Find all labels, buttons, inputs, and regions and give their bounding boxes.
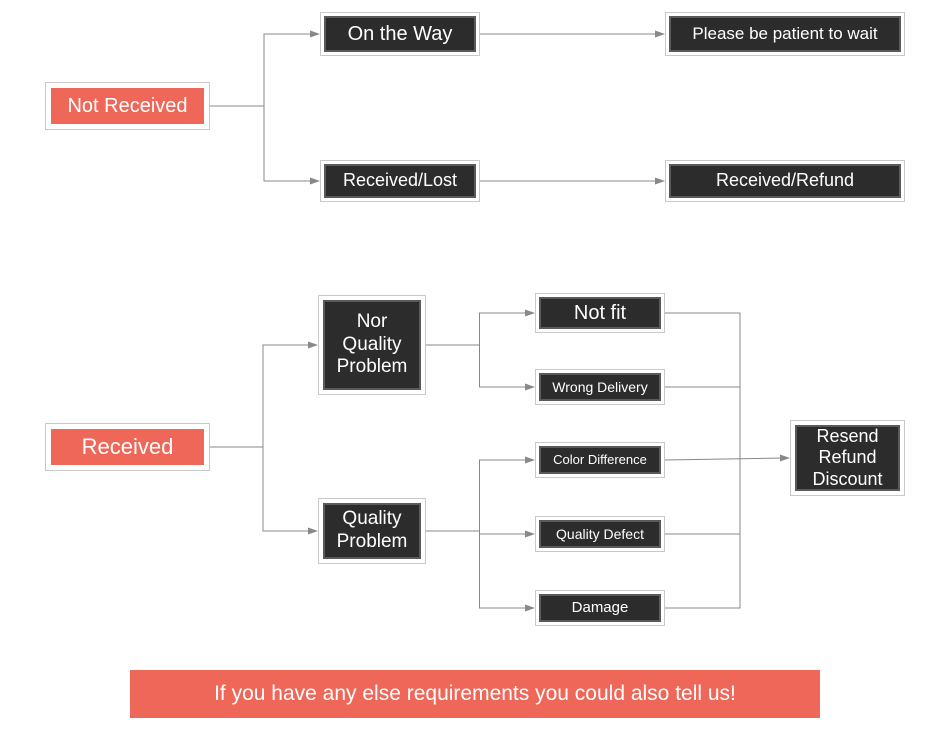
node-quality_problem: Quality Problem: [323, 503, 421, 559]
node-quality_defect: Quality Defect: [539, 520, 661, 548]
node-received: Received: [51, 429, 204, 465]
footer-message: If you have any else requirements you co…: [130, 670, 820, 718]
node-received_lost: Received/Lost: [324, 164, 476, 198]
node-resend_refund: Resend Refund Discount: [795, 425, 900, 491]
footer-label: If you have any else requirements you co…: [214, 682, 736, 706]
node-nor_quality: Nor Quality Problem: [323, 300, 421, 390]
node-color_diff: Color Difference: [539, 446, 661, 474]
node-received_refund: Received/Refund: [669, 164, 901, 198]
node-on_the_way: On the Way: [324, 16, 476, 52]
node-wrong_delivery: Wrong Delivery: [539, 373, 661, 401]
node-not_fit: Not fit: [539, 297, 661, 329]
node-patient: Please be patient to wait: [669, 16, 901, 52]
node-damage: Damage: [539, 594, 661, 622]
node-not_received: Not Received: [51, 88, 204, 124]
